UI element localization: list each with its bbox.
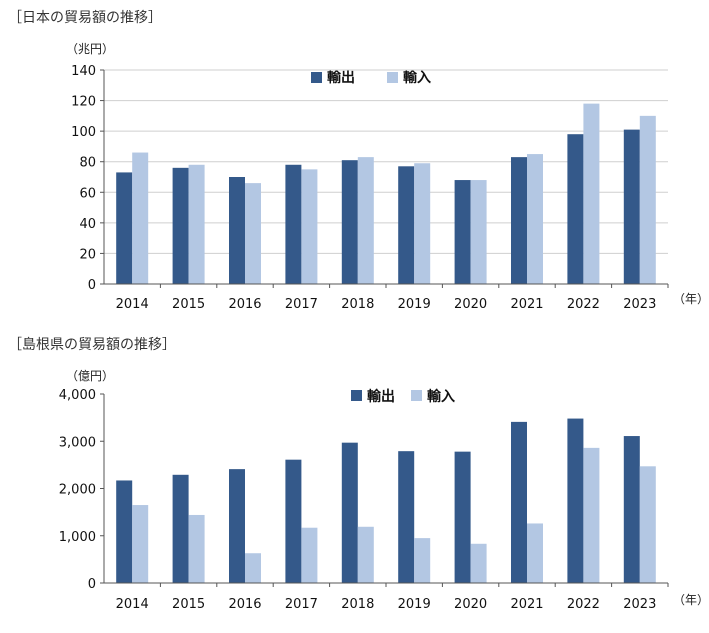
x-tick-label: 2017 — [285, 597, 318, 612]
bar-export-2021 — [511, 421, 527, 583]
bar-import-2015 — [188, 164, 205, 284]
legend-swatch-export — [351, 390, 362, 401]
chart-title: ［日本の貿易額の推移］ — [8, 10, 162, 26]
bar-export-2020 — [454, 451, 471, 583]
bar-export-2017 — [285, 459, 302, 583]
y-tick-label: 3,000 — [59, 435, 96, 450]
x-tick-label: 2016 — [228, 597, 261, 612]
x-tick-label: 2022 — [567, 597, 600, 612]
legend: 輸出 輸入 — [351, 388, 455, 405]
bar-export-2020 — [454, 180, 471, 284]
bar-export-2014 — [116, 480, 133, 583]
y-tick-label: 120 — [71, 95, 96, 110]
bar-import-2020 — [470, 543, 487, 583]
x-unit-label: （年） — [673, 292, 709, 306]
x-tick-label: 2018 — [341, 597, 374, 612]
x-tick-label: 2021 — [510, 597, 543, 612]
bar-import-2018 — [357, 526, 374, 583]
y-tick-label: 140 — [71, 64, 96, 79]
bar-import-2018 — [357, 157, 374, 284]
x-tick-label: 2016 — [228, 297, 261, 312]
bar-import-2014 — [132, 505, 149, 583]
y-tick-label: 0 — [88, 577, 96, 592]
bar-export-2015 — [172, 167, 189, 284]
x-tick-label: 2022 — [567, 297, 600, 312]
y-tick-label: 0 — [88, 278, 96, 293]
bar-import-2015 — [188, 514, 205, 583]
bar-export-2023 — [623, 436, 640, 583]
bar-export-2022 — [567, 418, 584, 583]
x-tick-label: 2018 — [341, 297, 374, 312]
bar-export-2021 — [511, 157, 527, 284]
bar-import-2017 — [301, 169, 318, 284]
x-tick-label: 2014 — [116, 597, 149, 612]
y-tick-label: 20 — [79, 247, 96, 262]
y-tick-label: 60 — [79, 186, 96, 201]
x-tick-label: 2014 — [116, 297, 149, 312]
legend-label-import: 輸入 — [403, 69, 431, 86]
legend-label-export: 輸出 — [367, 388, 395, 405]
x-tick-label: 2015 — [172, 597, 205, 612]
bar-import-2016 — [245, 553, 261, 583]
bar-export-2019 — [398, 451, 415, 583]
bar-export-2018 — [341, 442, 358, 583]
y-tick-label: 4,000 — [59, 388, 96, 403]
x-unit-label: （年） — [673, 593, 709, 607]
bar-export-2014 — [116, 172, 133, 284]
x-tick-label: 2019 — [398, 297, 431, 312]
x-tick-label: 2015 — [172, 297, 205, 312]
x-tick-label: 2023 — [623, 597, 656, 612]
bar-export-2019 — [398, 166, 415, 284]
bar-export-2017 — [285, 164, 302, 284]
legend-swatch-import — [387, 72, 398, 83]
bar-import-2023 — [639, 115, 656, 284]
legend-label-import: 輸入 — [427, 388, 455, 405]
x-tick-label: 2017 — [285, 297, 318, 312]
bar-import-2023 — [639, 466, 656, 583]
bar-export-2016 — [229, 469, 245, 583]
x-tick-label: 2019 — [398, 597, 431, 612]
bar-export-2018 — [341, 160, 358, 284]
bar-import-2021 — [527, 154, 543, 284]
legend: 輸出 輸入 — [311, 69, 431, 86]
x-tick-label: 2023 — [623, 297, 656, 312]
bar-import-2014 — [132, 152, 149, 284]
y-tick-label: 1,000 — [59, 530, 96, 545]
bar-export-2022 — [567, 134, 584, 284]
chart-title: ［島根県の貿易額の推移］ — [8, 337, 176, 353]
x-tick-label: 2020 — [454, 597, 487, 612]
bar-import-2017 — [301, 527, 318, 583]
legend-swatch-export — [311, 72, 322, 83]
bar-export-2015 — [172, 474, 189, 583]
bar-import-2022 — [583, 447, 600, 583]
y-tick-label: 80 — [79, 156, 96, 171]
bar-import-2019 — [414, 538, 431, 583]
bar-import-2016 — [245, 183, 261, 284]
legend-swatch-import — [411, 390, 422, 401]
legend-label-export: 輸出 — [327, 69, 355, 86]
y-tick-label: 2,000 — [59, 483, 96, 498]
y-unit-label: （億円） — [66, 369, 114, 383]
japan-trade-chart: ［日本の貿易額の推移］ （兆円） （年） 輸出 輸入 0 20 40 60 80 100 1… — [8, 10, 709, 312]
bar-import-2019 — [414, 163, 431, 284]
y-tick-label: 100 — [71, 125, 96, 140]
bar-import-2021 — [527, 523, 543, 583]
x-tick-label: 2021 — [510, 297, 543, 312]
bar-import-2022 — [583, 103, 600, 284]
bar-export-2016 — [229, 177, 245, 284]
y-tick-label: 40 — [79, 217, 96, 232]
bar-import-2020 — [470, 180, 487, 284]
y-unit-label: （兆円） — [66, 42, 114, 56]
x-tick-label: 2020 — [454, 297, 487, 312]
bar-export-2023 — [623, 129, 640, 284]
shimane-trade-chart: ［島根県の貿易額の推移］ （億円） （年） 輸出 輸入 0 1,000 2,000 3… — [8, 337, 709, 612]
